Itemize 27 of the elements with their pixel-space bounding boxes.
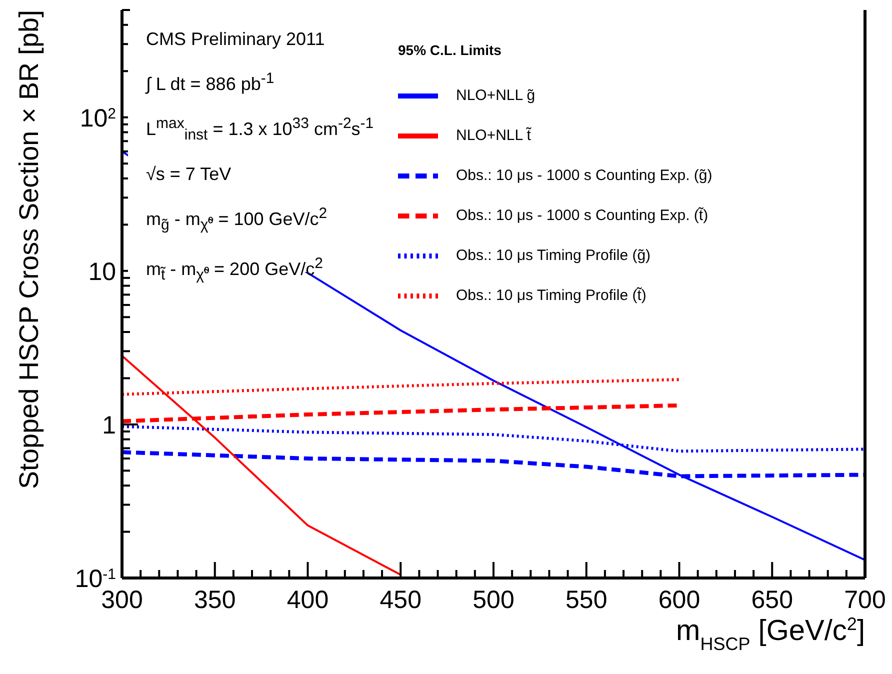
x-tick-label: 700 <box>844 586 886 614</box>
annotation: √s = 7 TeV <box>146 162 232 186</box>
legend-label: Obs.: 10 μs Timing Profile (t̃) <box>456 286 646 304</box>
x-tick-label: 550 <box>566 586 608 614</box>
legend-title: 95% C.L. Limits <box>398 42 502 58</box>
x-tick-label: 600 <box>658 586 700 614</box>
x-tick-label: 400 <box>286 586 329 614</box>
annotation: CMS Preliminary 2011 <box>146 28 326 51</box>
y-axis-title: Stopped HSCP Cross Section × BR [pb] <box>14 10 44 489</box>
x-tick-label: 350 <box>194 586 236 614</box>
y-tick-label: 10$^{2}$ <box>80 104 116 132</box>
x-tick-label: 300 <box>101 586 143 614</box>
legend-label: NLO+NLL t̃ <box>456 126 531 144</box>
x-tick-label: 450 <box>380 586 422 614</box>
annotation: m$_{t̃}$ - m$_{χ̃⁰}$ = 200 GeV/c$^{2}$ <box>146 254 324 286</box>
x-axis-title: m$_{HSCP}$ [GeV/c$^{2}$] <box>676 614 865 654</box>
text: L$^{max}$$_{inst}$ = 1.3 x 10$^{33}$ cm$^{-2}$s$^{-1}$ <box>146 115 374 144</box>
legend-label: Obs.: 10 μs - 1000 s Counting Exp. (t̃) <box>456 206 708 224</box>
y-tick-label: 1 <box>102 411 116 440</box>
annotation: m$_{g̃}$ - m$_{χ̃⁰}$ = 100 GeV/c$^{2}$ <box>146 204 328 236</box>
annotation: ∫ L dt = 886 pb$^{-1}$ <box>146 69 276 96</box>
legend-label: Obs.: 10 μs - 1000 s Counting Exp. (g̃) <box>456 166 712 184</box>
x-tick-label: 650 <box>751 586 793 614</box>
x-tick-label: 500 <box>472 586 514 614</box>
legend-label: Obs.: 10 μs Timing Profile (g̃) <box>456 246 651 264</box>
legend-label: NLO+NLL g̃ <box>456 86 536 104</box>
y-tick-label: 10 <box>88 258 116 286</box>
